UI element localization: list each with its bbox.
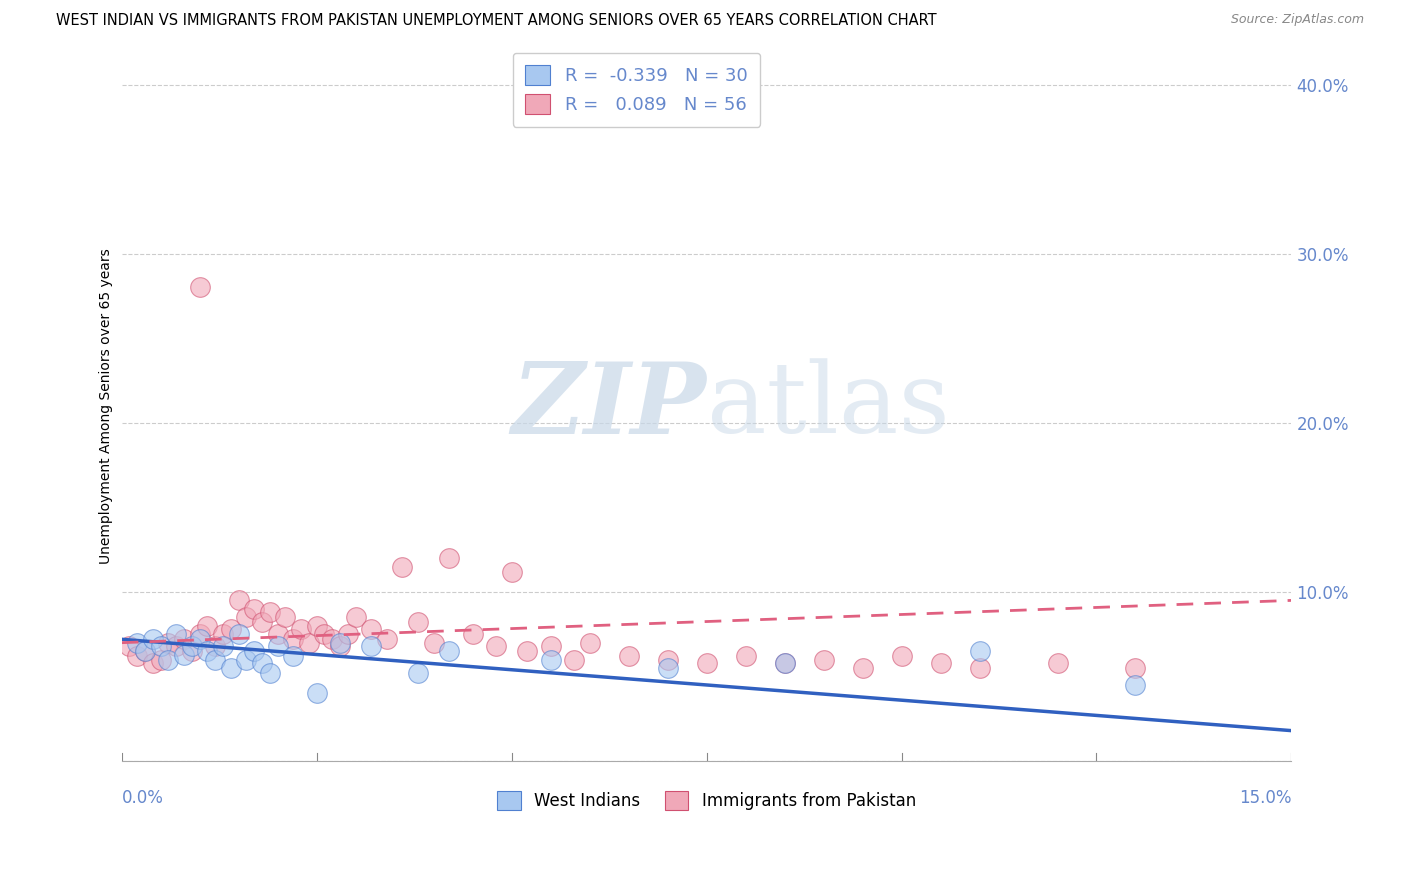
Point bbox=[391, 559, 413, 574]
Point bbox=[1046, 656, 1069, 670]
Point bbox=[773, 656, 796, 670]
Point bbox=[212, 639, 235, 653]
Legend: West Indians, Immigrants from Pakistan: West Indians, Immigrants from Pakistan bbox=[491, 785, 922, 817]
Point bbox=[336, 627, 359, 641]
Point bbox=[180, 644, 202, 658]
Point bbox=[406, 615, 429, 630]
Point bbox=[266, 639, 288, 653]
Point bbox=[773, 656, 796, 670]
Point bbox=[314, 627, 336, 641]
Point bbox=[406, 666, 429, 681]
Point bbox=[188, 280, 211, 294]
Point bbox=[127, 635, 149, 649]
Point bbox=[228, 627, 250, 641]
Point bbox=[321, 632, 343, 647]
Text: atlas: atlas bbox=[707, 358, 949, 454]
Point bbox=[266, 627, 288, 641]
Point bbox=[290, 622, 312, 636]
Point bbox=[259, 605, 281, 619]
Point bbox=[243, 602, 266, 616]
Point bbox=[1125, 661, 1147, 675]
Point bbox=[134, 644, 156, 658]
Point bbox=[127, 649, 149, 664]
Point bbox=[219, 622, 242, 636]
Point bbox=[204, 652, 226, 666]
Point bbox=[501, 565, 523, 579]
Point bbox=[283, 632, 305, 647]
Point bbox=[360, 639, 382, 653]
Point bbox=[734, 649, 756, 664]
Text: ZIP: ZIP bbox=[512, 358, 707, 454]
Point bbox=[165, 627, 187, 641]
Point bbox=[250, 656, 273, 670]
Point bbox=[344, 610, 367, 624]
Point bbox=[243, 644, 266, 658]
Point bbox=[228, 593, 250, 607]
Point bbox=[360, 622, 382, 636]
Point bbox=[259, 666, 281, 681]
Point bbox=[134, 644, 156, 658]
Point bbox=[657, 652, 679, 666]
Point bbox=[890, 649, 912, 664]
Point bbox=[1125, 678, 1147, 692]
Point bbox=[578, 635, 600, 649]
Point bbox=[422, 635, 444, 649]
Point bbox=[439, 551, 461, 566]
Point bbox=[540, 652, 562, 666]
Point bbox=[157, 635, 180, 649]
Point bbox=[375, 632, 398, 647]
Point bbox=[485, 639, 508, 653]
Point bbox=[118, 639, 141, 653]
Point bbox=[142, 656, 165, 670]
Point bbox=[188, 632, 211, 647]
Point bbox=[142, 632, 165, 647]
Point bbox=[657, 661, 679, 675]
Point bbox=[204, 639, 226, 653]
Text: 15.0%: 15.0% bbox=[1239, 789, 1292, 807]
Point bbox=[540, 639, 562, 653]
Point bbox=[188, 627, 211, 641]
Point bbox=[969, 644, 991, 658]
Point bbox=[197, 619, 219, 633]
Point bbox=[219, 661, 242, 675]
Point bbox=[274, 610, 297, 624]
Point bbox=[439, 644, 461, 658]
Point bbox=[929, 656, 952, 670]
Point bbox=[562, 652, 585, 666]
Point bbox=[298, 635, 321, 649]
Point bbox=[516, 644, 538, 658]
Point bbox=[212, 627, 235, 641]
Point bbox=[180, 639, 202, 653]
Point bbox=[329, 635, 352, 649]
Point bbox=[969, 661, 991, 675]
Point bbox=[197, 644, 219, 658]
Y-axis label: Unemployment Among Seniors over 65 years: Unemployment Among Seniors over 65 years bbox=[100, 248, 114, 564]
Point bbox=[149, 652, 172, 666]
Point bbox=[329, 639, 352, 653]
Point bbox=[250, 615, 273, 630]
Point bbox=[235, 652, 257, 666]
Point bbox=[149, 639, 172, 653]
Point bbox=[617, 649, 640, 664]
Point bbox=[461, 627, 484, 641]
Point bbox=[235, 610, 257, 624]
Text: Source: ZipAtlas.com: Source: ZipAtlas.com bbox=[1230, 13, 1364, 27]
Point bbox=[173, 648, 195, 662]
Point bbox=[157, 652, 180, 666]
Point bbox=[305, 686, 328, 700]
Point bbox=[696, 656, 718, 670]
Point bbox=[813, 652, 835, 666]
Text: WEST INDIAN VS IMMIGRANTS FROM PAKISTAN UNEMPLOYMENT AMONG SENIORS OVER 65 YEARS: WEST INDIAN VS IMMIGRANTS FROM PAKISTAN … bbox=[56, 13, 936, 29]
Text: 0.0%: 0.0% bbox=[122, 789, 163, 807]
Point bbox=[165, 639, 187, 653]
Point bbox=[305, 619, 328, 633]
Point bbox=[173, 632, 195, 647]
Point bbox=[851, 661, 873, 675]
Point bbox=[283, 649, 305, 664]
